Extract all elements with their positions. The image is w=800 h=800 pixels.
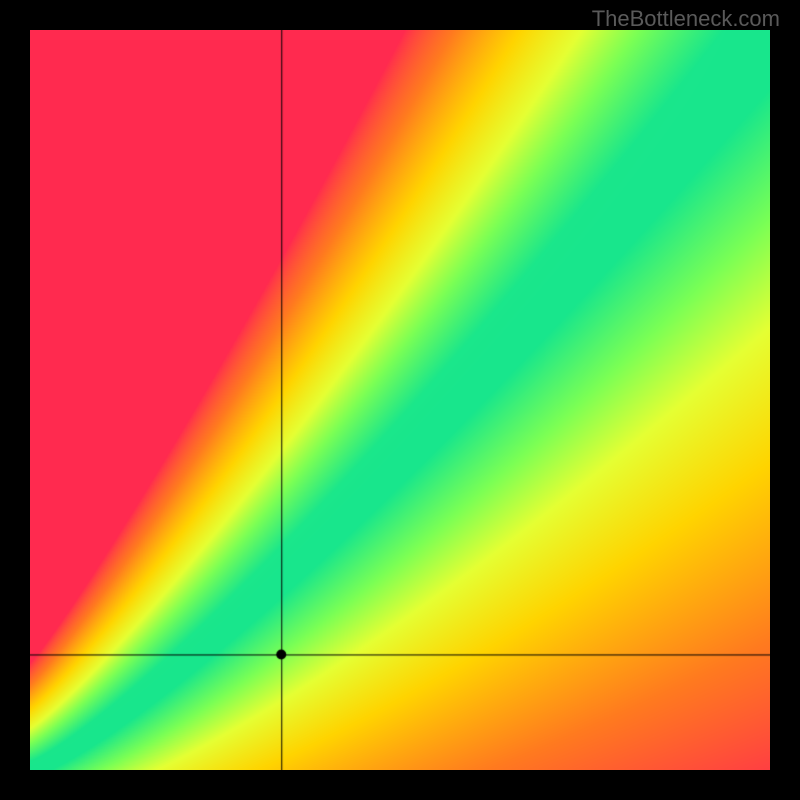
watermark-text: TheBottleneck.com (592, 6, 780, 32)
heatmap-plot (30, 30, 770, 770)
heatmap-canvas (30, 30, 770, 770)
